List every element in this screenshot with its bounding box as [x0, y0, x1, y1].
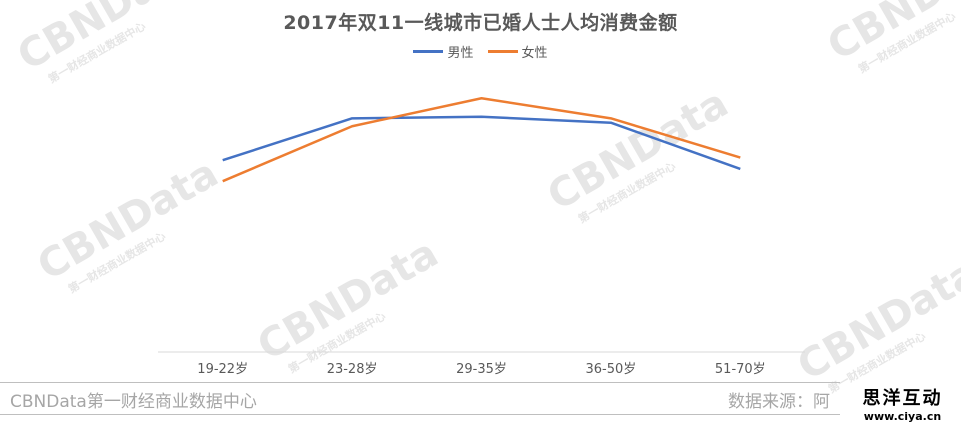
x-tick-label: 19-22岁 [197, 362, 248, 377]
footer-data-source: 数据来源：阿 [728, 387, 830, 412]
logo-text: 思洋互动 [863, 384, 943, 410]
footer-divider-top [0, 382, 840, 383]
logo-url: www.ciya.cn [864, 410, 941, 423]
footer-divider-bottom [0, 414, 840, 415]
x-tick-label: 29-35岁 [456, 362, 507, 377]
series-line-female [223, 98, 741, 181]
x-tick-label: 51-70岁 [715, 362, 766, 377]
site-logo: 思洋互动 www.ciya.cn [844, 384, 961, 422]
x-tick-label: 36-50岁 [586, 362, 637, 377]
x-tick-label: 23-28岁 [327, 362, 378, 377]
series-line-male [223, 117, 741, 169]
line-chart: 19-22岁 23-28岁 29-35岁 36-50岁 51-70岁 [0, 0, 961, 380]
footer-source-brand: CBNData第一财经商业数据中心 [10, 387, 257, 412]
